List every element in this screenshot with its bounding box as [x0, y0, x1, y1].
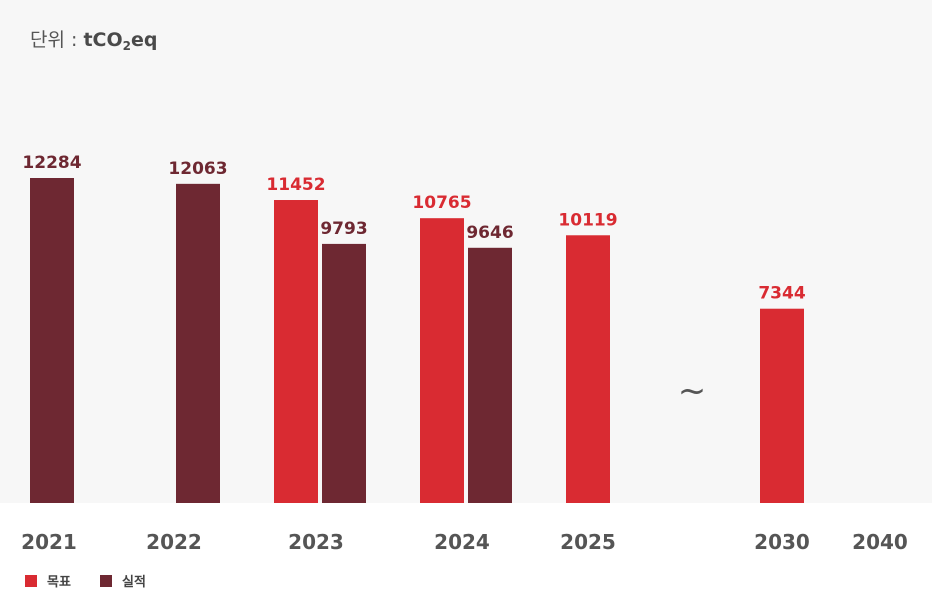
unit-prefix: 단위 : — [30, 29, 84, 51]
axis-break-symbol: ~ — [678, 371, 707, 411]
year-label-2040: 2040 — [852, 530, 908, 554]
value-label-target-2024: 10765 — [412, 193, 471, 213]
unit-suffix: eq — [131, 29, 158, 51]
year-label-2024: 2024 — [434, 530, 490, 554]
unit-subscript: 2 — [122, 39, 131, 53]
year-label-2022: 2022 — [146, 530, 202, 554]
bar-actual-2024 — [468, 247, 512, 503]
year-label-2025: 2025 — [560, 530, 616, 554]
unit-main: tCO — [83, 29, 123, 51]
value-label-actual-2021: 12284 — [22, 153, 81, 173]
bar-target-2023 — [274, 200, 318, 503]
value-label-actual-2024: 9646 — [466, 223, 513, 243]
year-label-2021: 2021 — [21, 530, 77, 554]
bar-actual-2022 — [176, 183, 220, 503]
value-label-actual-2022: 12063 — [168, 159, 227, 179]
bars-group — [30, 178, 804, 504]
year-labels-group: 2021 2022 2023 2024 2025 2030 2040 — [21, 530, 908, 554]
value-labels-group: 12284 12063 11452 9793 10765 9646 10119 7344 — [22, 153, 805, 304]
legend-label-target: 목표 — [47, 575, 71, 590]
value-label-actual-2023: 9793 — [320, 219, 367, 239]
bar-actual-2021 — [30, 178, 74, 503]
year-label-2023: 2023 — [288, 530, 344, 554]
value-label-target-2025: 10119 — [558, 210, 617, 230]
legend-swatch-target — [25, 575, 37, 587]
value-label-target-2030: 7344 — [758, 284, 805, 304]
year-label-2030: 2030 — [754, 530, 810, 554]
legend-label-actual: 실적 — [122, 574, 146, 590]
legend-swatch-actual — [100, 575, 112, 587]
bar-target-2030 — [760, 308, 804, 503]
unit-label: 단위 : tCO2eq — [30, 25, 158, 53]
bar-target-2024 — [420, 218, 464, 503]
legend: 목표 실적 — [25, 574, 146, 590]
bar-target-2025 — [566, 235, 610, 504]
value-label-target-2023: 11452 — [266, 175, 325, 195]
bar-actual-2023 — [322, 243, 366, 503]
